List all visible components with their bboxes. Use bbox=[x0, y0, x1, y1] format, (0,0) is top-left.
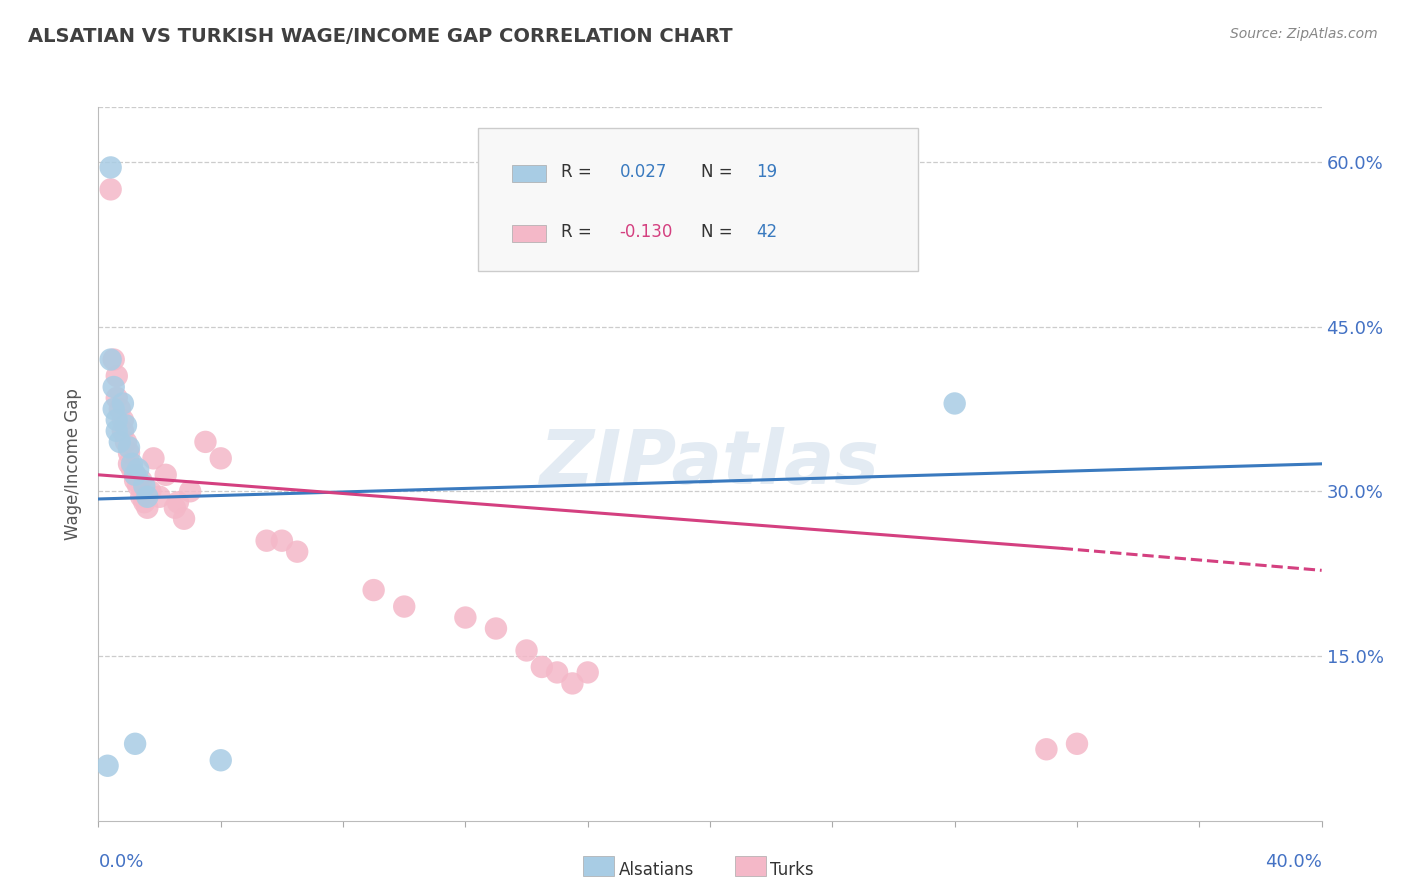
Text: 40.0%: 40.0% bbox=[1265, 853, 1322, 871]
Point bbox=[179, 484, 201, 499]
Point bbox=[111, 413, 134, 427]
Point bbox=[105, 413, 128, 427]
Point bbox=[105, 369, 128, 384]
Point bbox=[127, 462, 149, 476]
Point bbox=[118, 441, 141, 455]
Text: ALSATIAN VS TURKISH WAGE/INCOME GAP CORRELATION CHART: ALSATIAN VS TURKISH WAGE/INCOME GAP CORR… bbox=[28, 27, 733, 45]
Text: ZIPatlas: ZIPatlas bbox=[540, 427, 880, 500]
Point bbox=[136, 500, 159, 515]
Point bbox=[1066, 737, 1088, 751]
Point bbox=[209, 451, 232, 466]
Point bbox=[103, 401, 125, 416]
Text: 0.027: 0.027 bbox=[620, 162, 666, 180]
Point bbox=[124, 467, 146, 482]
Point bbox=[127, 479, 149, 493]
Point bbox=[129, 473, 152, 487]
Point bbox=[105, 424, 128, 438]
Point bbox=[363, 583, 385, 598]
Point bbox=[163, 500, 186, 515]
Point bbox=[576, 665, 599, 680]
Point bbox=[256, 533, 278, 548]
Text: 0.0%: 0.0% bbox=[98, 853, 143, 871]
Text: Turks: Turks bbox=[770, 861, 814, 879]
Point bbox=[124, 473, 146, 487]
Point bbox=[136, 490, 159, 504]
Point bbox=[121, 457, 143, 471]
Point bbox=[134, 495, 156, 509]
Point bbox=[115, 434, 138, 449]
Point bbox=[124, 467, 146, 482]
Point bbox=[139, 484, 162, 499]
Text: Source: ZipAtlas.com: Source: ZipAtlas.com bbox=[1230, 27, 1378, 41]
Point bbox=[111, 424, 134, 438]
Point bbox=[167, 495, 190, 509]
Point bbox=[194, 434, 217, 449]
Point bbox=[943, 396, 966, 410]
Point bbox=[285, 544, 308, 558]
Point bbox=[454, 610, 477, 624]
Text: R =: R = bbox=[561, 223, 596, 241]
Point bbox=[103, 352, 125, 367]
Point bbox=[97, 758, 120, 772]
Point bbox=[124, 737, 146, 751]
Point bbox=[270, 533, 292, 548]
Point bbox=[516, 643, 538, 657]
Point bbox=[142, 451, 165, 466]
Point bbox=[392, 599, 416, 614]
Point bbox=[118, 446, 141, 460]
Point bbox=[155, 467, 177, 482]
Point bbox=[103, 380, 125, 394]
Point bbox=[530, 660, 553, 674]
Point bbox=[121, 462, 143, 476]
Point bbox=[108, 434, 131, 449]
Text: -0.130: -0.130 bbox=[620, 223, 673, 241]
Point bbox=[100, 161, 122, 175]
Text: 19: 19 bbox=[756, 162, 778, 180]
Point bbox=[118, 457, 141, 471]
Point bbox=[108, 401, 131, 416]
Point bbox=[134, 479, 156, 493]
FancyBboxPatch shape bbox=[478, 128, 918, 271]
Text: R =: R = bbox=[561, 162, 596, 180]
Point bbox=[561, 676, 583, 690]
Point bbox=[100, 182, 122, 196]
Point bbox=[149, 490, 172, 504]
Point bbox=[111, 396, 134, 410]
Y-axis label: Wage/Income Gap: Wage/Income Gap bbox=[65, 388, 83, 540]
Point bbox=[546, 665, 568, 680]
Point bbox=[485, 622, 508, 636]
Text: 42: 42 bbox=[756, 223, 778, 241]
Point bbox=[105, 391, 128, 405]
Text: N =: N = bbox=[702, 223, 738, 241]
Text: N =: N = bbox=[702, 162, 738, 180]
Point bbox=[1035, 742, 1057, 756]
Bar bbox=[512, 164, 546, 182]
Point bbox=[209, 753, 232, 767]
Point bbox=[115, 418, 138, 433]
Point bbox=[129, 490, 152, 504]
Bar bbox=[512, 225, 546, 242]
Text: Alsatians: Alsatians bbox=[619, 861, 695, 879]
Point bbox=[173, 512, 195, 526]
Point bbox=[100, 352, 122, 367]
